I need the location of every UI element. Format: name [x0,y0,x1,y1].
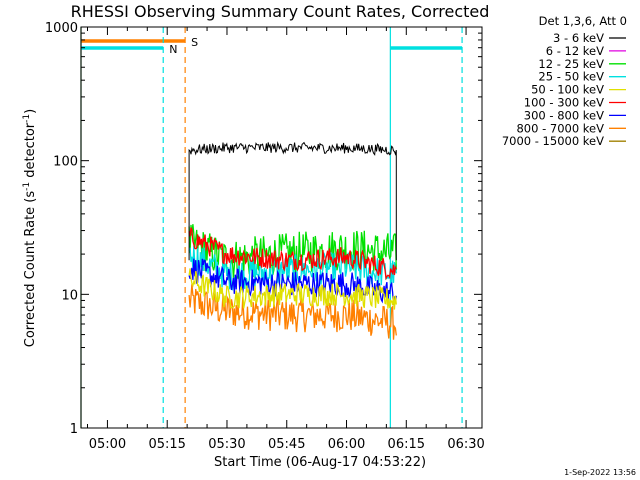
series-line [188,245,397,291]
observing-flags: SN [80,27,463,428]
series-line [188,141,397,261]
y-tick-label: 10 [61,288,78,303]
x-tick-label: 05:15 [148,437,185,452]
legend-label: 300 - 800 keV [524,108,604,122]
legend-label: 25 - 50 keV [538,70,604,84]
y-tick-label: 100 [53,155,78,170]
x-tick-label: 06:15 [388,437,425,452]
legend-title: Det 1,3,6, Att 0 [539,14,627,28]
series-line [188,268,397,310]
legend-label: 6 - 12 keV [546,44,604,58]
x-tick-label: 05:00 [89,437,126,452]
x-tick-label: 05:30 [208,437,245,452]
legend-label: 3 - 6 keV [553,31,604,45]
flag-label: S [191,36,198,49]
series-line [188,227,397,281]
x-tick-label: 06:30 [447,437,484,452]
y-tick-label: 1 [70,422,78,437]
timestamp: 1-Sep-2022 13:56 [564,468,636,477]
legend-label: 12 - 25 keV [538,57,604,71]
legend-label: 100 - 300 keV [524,96,604,110]
legend-label: 7000 - 15000 keV [502,134,604,148]
x-tick-label: 06:00 [328,437,365,452]
legend-label: 800 - 7000 keV [516,121,604,135]
y-tick-label: 1000 [45,21,78,36]
plot-frame [80,26,483,429]
x-tick-label: 05:45 [268,437,305,452]
x-axis-label: Start Time (06-Aug-17 04:53:22) [214,455,426,470]
x-axis: 05:00 05:15 05:30 05:45 06:00 06:15 06:30 [87,27,485,452]
legend-label: 50 - 100 keV [531,83,604,97]
chart-title: RHESSI Observing Summary Count Rates, Co… [71,2,490,21]
y-axis: 1 10 100 1000 [45,21,482,437]
y-axis-label: Corrected Count Rate (s-1 detector-1) [22,109,38,347]
series-lines [188,141,397,340]
flag-label: N [169,43,177,56]
